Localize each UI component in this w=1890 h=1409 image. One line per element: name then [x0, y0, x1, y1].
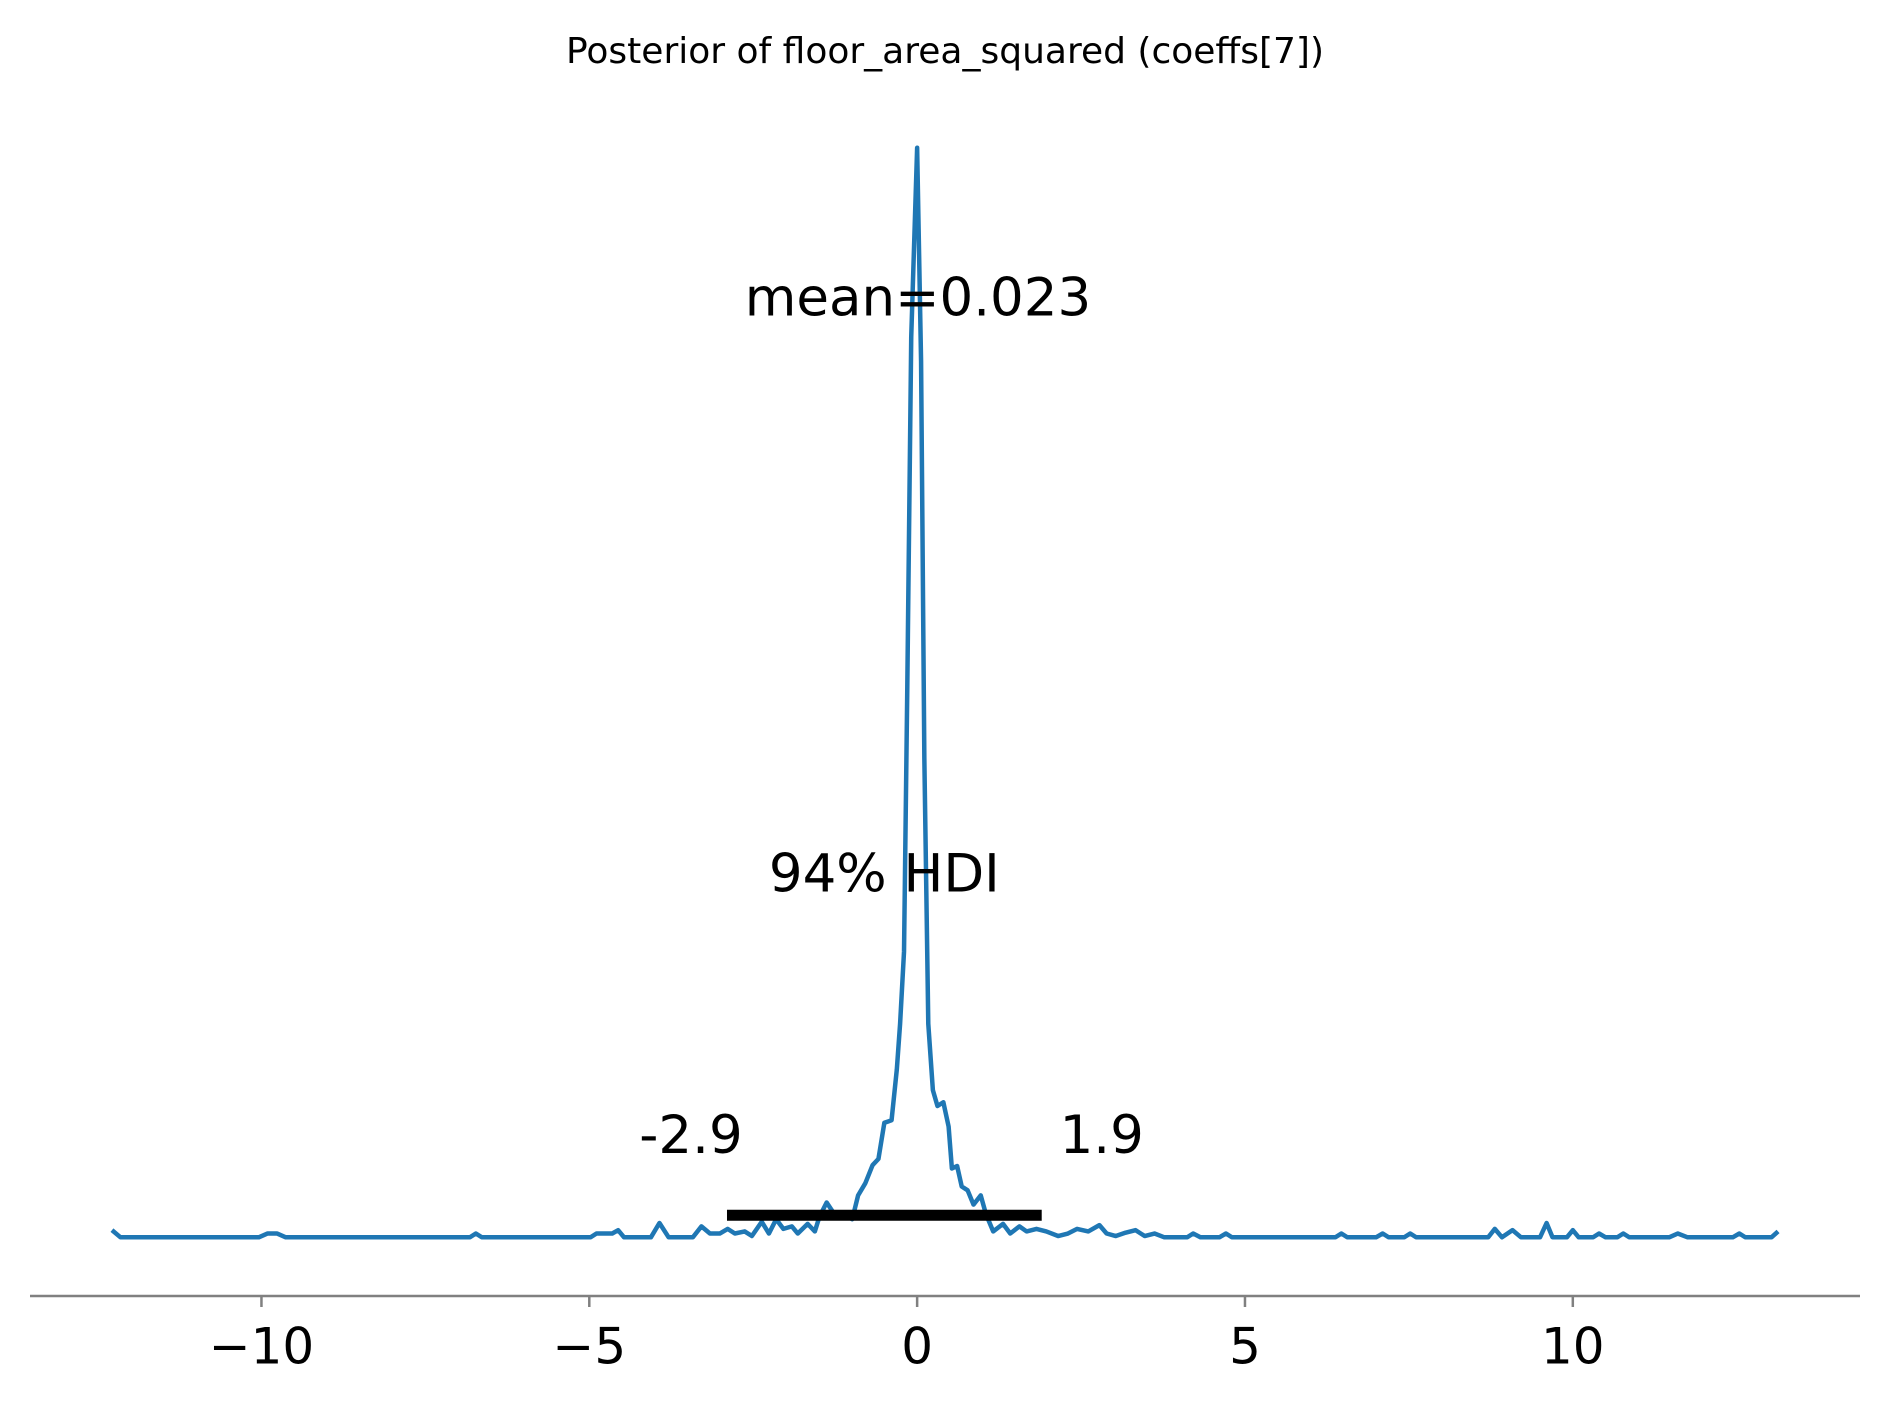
hdi-label: 94% HDI: [769, 844, 1000, 905]
x-tick-label: −10: [209, 1318, 315, 1376]
x-tick-label: 0: [901, 1318, 933, 1376]
x-tick-label: −5: [552, 1318, 626, 1376]
hdi-upper-label: 1.9: [1060, 1105, 1144, 1166]
x-tick-label: 10: [1541, 1318, 1605, 1376]
hdi-lower-label: -2.9: [639, 1105, 742, 1166]
density-line: [110, 145, 1780, 1240]
mean-label: mean=0.023: [745, 268, 1091, 329]
chart-title: Posterior of floor_area_squared (coeffs[…: [566, 31, 1324, 72]
x-tick-label: 5: [1229, 1318, 1261, 1376]
